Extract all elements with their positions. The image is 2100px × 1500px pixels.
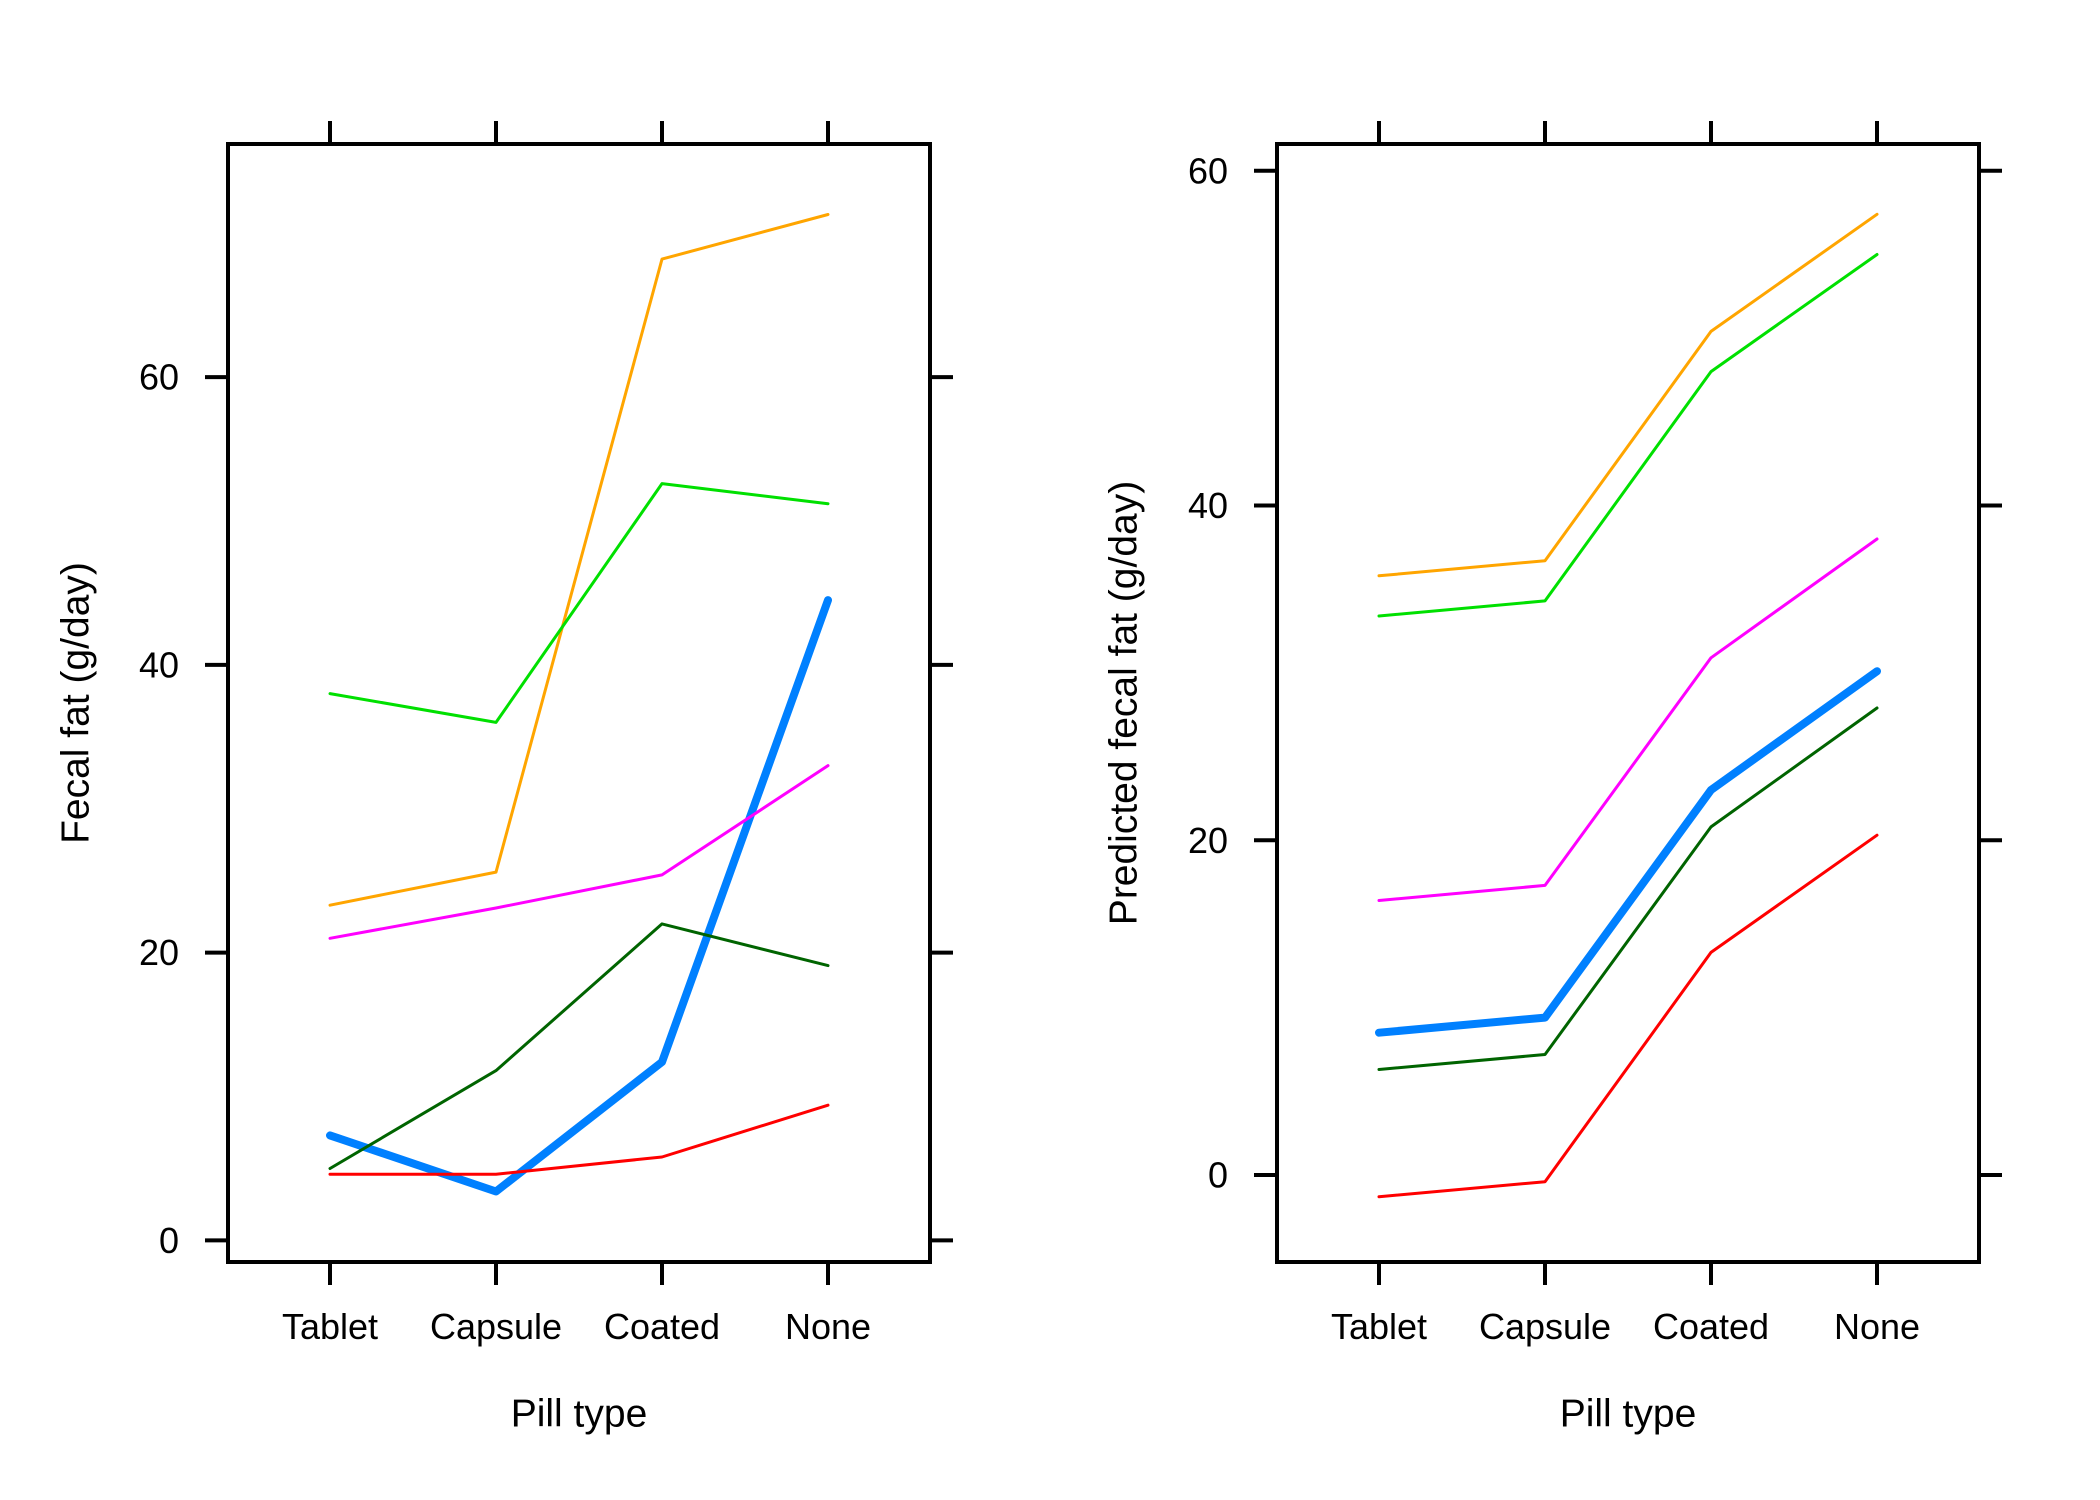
series-line-right-subject-6 [1377, 253, 1879, 618]
x-tick-label-left: Tablet [282, 1306, 378, 1347]
series-line-right-subject-5 [1377, 212, 1879, 578]
left-panel-x-axis-title: Pill type [510, 1392, 648, 1436]
panel-box-left [226, 142, 932, 1264]
x-tick-label-left: Coated [604, 1306, 720, 1347]
series-line-left-subject-6 [328, 482, 830, 724]
x-tick-label-left: Capsule [430, 1306, 562, 1347]
y-tick-label-left: 0 [159, 1220, 179, 1261]
series-line-right-subject-1 [1375, 667, 1881, 1037]
x-tick-label-left: None [785, 1306, 871, 1347]
x-tick-label-right: Tablet [1331, 1306, 1427, 1347]
y-tick-label-left: 40 [139, 644, 179, 685]
y-tick-label-right: 40 [1188, 485, 1228, 526]
y-tick-label-right: 20 [1188, 820, 1228, 861]
x-tick-label-right: Coated [1653, 1306, 1769, 1347]
series-line-left-subject-3 [328, 922, 830, 1170]
series-line-left-subject-1 [326, 596, 832, 1196]
left-panel-y-axis-title: Fecal fat (g/day) [54, 562, 98, 844]
y-tick-label-left: 60 [139, 357, 179, 398]
series-line-right-subject-4 [1377, 833, 1879, 1199]
series-line-left-subject-2 [328, 764, 830, 940]
y-tick-label-left: 20 [139, 932, 179, 973]
right-panel-x-axis-title: Pill type [1559, 1392, 1697, 1436]
series-line-left-subject-5 [328, 213, 830, 907]
y-tick-label-right: 60 [1188, 150, 1228, 191]
x-tick-label-right: None [1834, 1306, 1920, 1347]
panel-box-right [1275, 142, 1981, 1264]
right-panel-y-axis-title: Predicted fecal fat (g/day) [1102, 480, 1146, 926]
x-tick-label-right: Capsule [1479, 1306, 1611, 1347]
y-tick-label-right: 0 [1208, 1155, 1228, 1196]
series-line-left-subject-4 [328, 1103, 830, 1176]
series-line-right-subject-2 [1377, 537, 1879, 902]
series-line-right-subject-3 [1377, 706, 1879, 1071]
